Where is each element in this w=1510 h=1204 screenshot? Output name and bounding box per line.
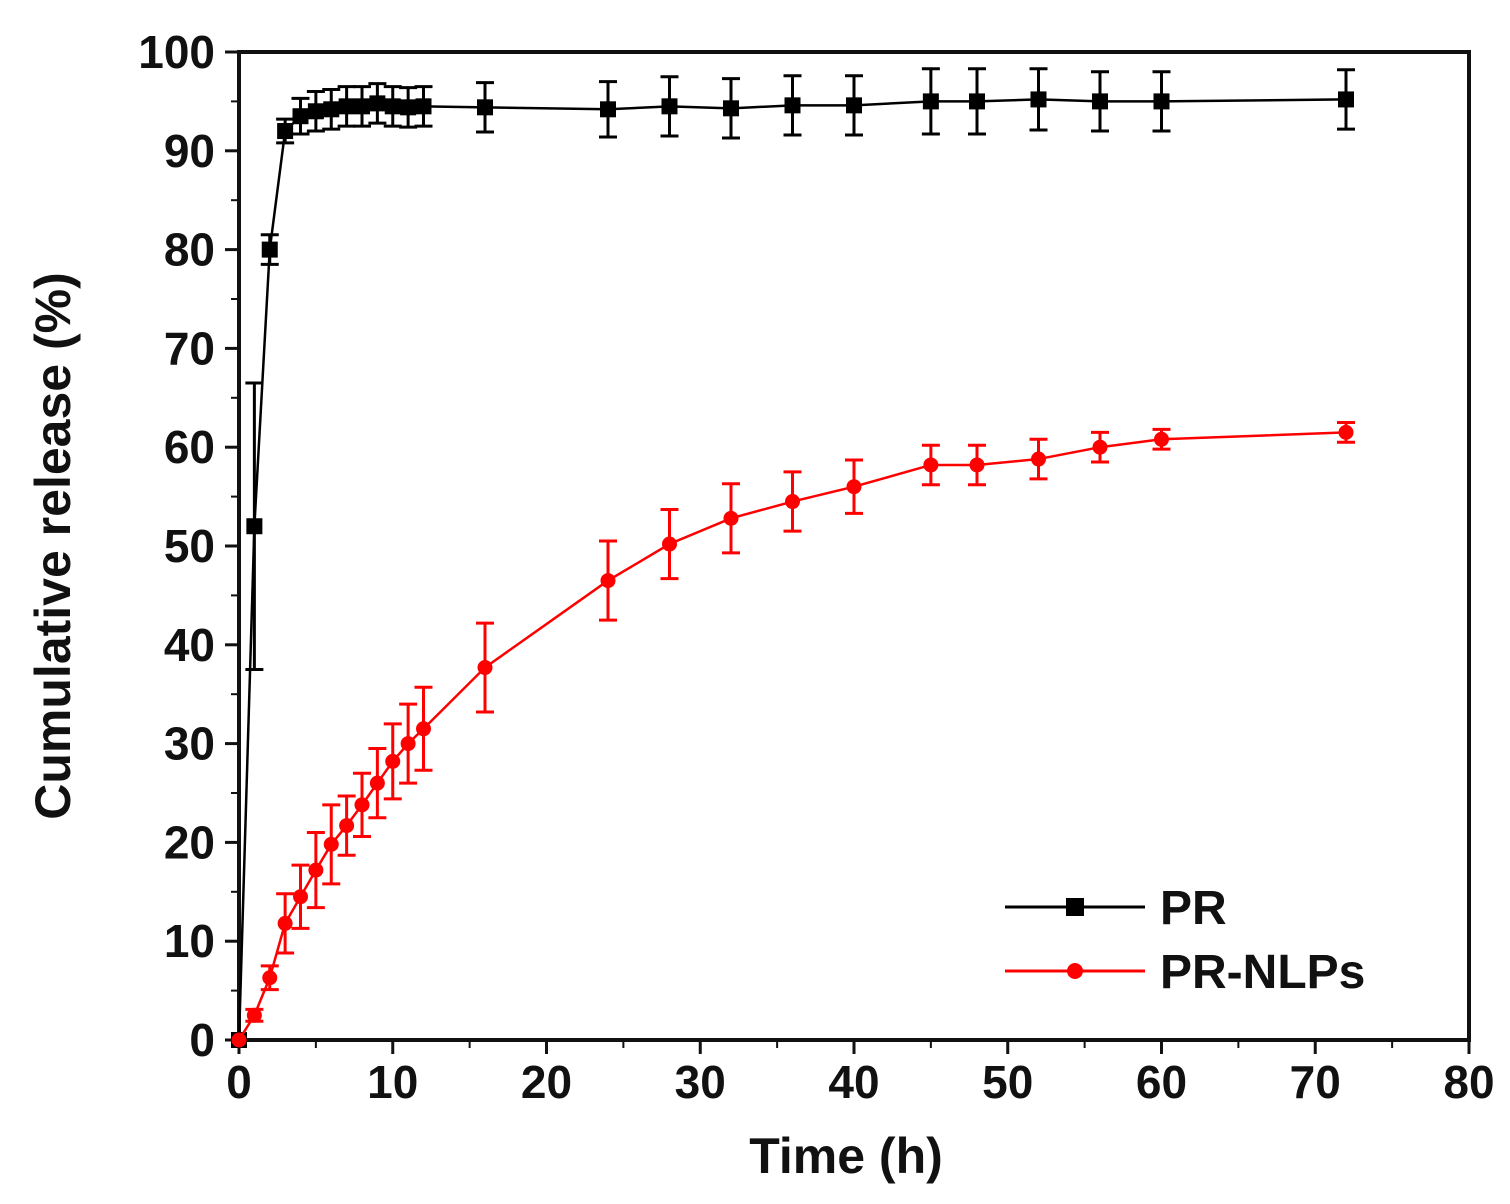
- y-tick-label: 50: [164, 520, 215, 572]
- data-point: [784, 97, 801, 114]
- legend-label-pr-nlps: PR-NLPs: [1160, 946, 1365, 999]
- x-tick-label: 80: [1443, 1056, 1494, 1108]
- x-tick-labels: 0 10 20 30 40 50 60 70 80: [226, 1056, 1494, 1108]
- data-point: [1092, 439, 1108, 455]
- data-point: [369, 775, 385, 791]
- y-tick-label: 60: [164, 421, 215, 473]
- data-point: [385, 753, 401, 769]
- x-tick-label: 70: [1290, 1056, 1341, 1108]
- x-tick-label: 10: [367, 1056, 418, 1108]
- data-point: [416, 721, 431, 737]
- data-point: [1092, 93, 1108, 110]
- data-point: [1154, 431, 1169, 447]
- data-point: [338, 98, 355, 115]
- data-point: [1031, 451, 1046, 467]
- y-tick-label: 100: [138, 26, 215, 78]
- y-tick-label: 10: [164, 915, 215, 967]
- x-axis-title: Time (h): [749, 1128, 943, 1184]
- data-point: [1153, 93, 1170, 110]
- y-tick-label: 90: [164, 125, 215, 177]
- data-point: [723, 510, 739, 526]
- legend-label-pr: PR: [1160, 882, 1227, 935]
- data-point: [323, 101, 340, 118]
- data-point: [277, 915, 293, 931]
- data-point: [846, 479, 862, 495]
- data-point: [277, 123, 294, 140]
- data-point: [384, 98, 401, 115]
- data-point: [354, 98, 370, 115]
- x-tick-label: 30: [675, 1056, 726, 1108]
- y-tick-labels: 0 10 20 30 40 50 60 70 80 90 100: [138, 26, 215, 1066]
- data-point: [400, 736, 416, 752]
- data-point: [969, 457, 985, 473]
- data-point: [923, 457, 939, 473]
- series-pr: [231, 67, 1355, 1048]
- data-point: [354, 797, 370, 813]
- data-point: [1338, 424, 1354, 440]
- data-point: [785, 494, 800, 510]
- series-layer: [231, 67, 1355, 1048]
- plot-frame: [237, 50, 1471, 1042]
- x-tick-label: 60: [1136, 1056, 1187, 1108]
- data-point: [600, 573, 616, 589]
- x-tick-label: 0: [226, 1056, 252, 1108]
- data-point: [262, 970, 278, 986]
- data-point: [922, 93, 939, 110]
- data-point: [308, 862, 324, 878]
- data-point: [477, 660, 493, 676]
- axis-ticks: [225, 50, 1471, 1054]
- data-point: [323, 836, 339, 852]
- data-point: [415, 98, 432, 115]
- y-axis-title: Cumulative release (%): [25, 272, 81, 819]
- y-tick-label: 40: [164, 619, 215, 671]
- legend-marker-pr-nlps: [1067, 963, 1083, 979]
- y-tick-label: 0: [189, 1014, 215, 1066]
- data-point: [307, 103, 324, 120]
- x-tick-label: 40: [828, 1056, 879, 1108]
- data-point: [293, 889, 308, 905]
- data-point: [246, 1007, 262, 1023]
- data-point: [1030, 91, 1047, 108]
- y-tick-label: 70: [164, 322, 215, 374]
- data-point: [400, 99, 417, 116]
- data-point: [969, 93, 985, 110]
- data-point: [662, 536, 677, 552]
- data-point: [1338, 91, 1354, 108]
- data-point: [723, 100, 739, 117]
- x-tick-label: 50: [982, 1056, 1033, 1108]
- y-tick-label: 20: [164, 816, 215, 868]
- x-tick-label: 20: [521, 1056, 572, 1108]
- data-point: [261, 241, 278, 258]
- data-point: [600, 101, 616, 118]
- data-point: [846, 97, 862, 114]
- data-point: [292, 108, 309, 125]
- y-tick-label: 30: [164, 718, 215, 770]
- data-point: [369, 95, 386, 112]
- y-tick-label: 80: [164, 224, 215, 276]
- data-point: [246, 518, 263, 535]
- data-point: [477, 99, 493, 116]
- data-point: [339, 818, 355, 834]
- legend: PR PR-NLPs: [1005, 882, 1365, 999]
- series-pr-nlps: [231, 421, 1355, 1048]
- data-point: [661, 98, 678, 115]
- legend-marker-pr: [1066, 898, 1084, 916]
- data-point: [231, 1032, 247, 1048]
